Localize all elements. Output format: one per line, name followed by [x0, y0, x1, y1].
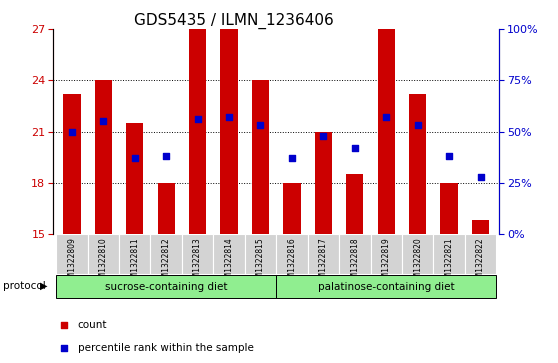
Text: count: count — [78, 321, 107, 330]
Bar — [276, 275, 496, 298]
Text: GSM1322817: GSM1322817 — [319, 237, 328, 288]
Text: GSM1322821: GSM1322821 — [445, 237, 454, 288]
Point — [319, 133, 328, 139]
Bar — [252, 80, 269, 234]
Text: GSM1322813: GSM1322813 — [193, 237, 202, 288]
Bar — [409, 94, 426, 234]
Bar — [63, 94, 80, 234]
Text: GSM1322818: GSM1322818 — [350, 237, 359, 288]
Bar — [339, 234, 371, 274]
Point — [99, 118, 108, 124]
Text: GSM1322822: GSM1322822 — [476, 237, 485, 288]
Text: palatinose-containing diet: palatinose-containing diet — [318, 282, 455, 292]
Bar — [126, 123, 143, 234]
Text: GSM1322820: GSM1322820 — [413, 237, 422, 288]
Bar — [245, 234, 276, 274]
Bar — [378, 29, 395, 234]
Point — [193, 117, 202, 122]
Bar — [276, 234, 307, 274]
Point — [162, 153, 171, 159]
Text: GSM1322812: GSM1322812 — [162, 237, 171, 288]
Bar — [315, 132, 332, 234]
Point — [287, 155, 296, 161]
Bar — [157, 183, 175, 234]
Text: ▶: ▶ — [40, 281, 47, 291]
Text: GSM1322814: GSM1322814 — [224, 237, 234, 288]
Point — [373, 226, 382, 232]
Bar — [440, 183, 458, 234]
Point — [382, 114, 391, 120]
Text: GDS5435 / ILMN_1236406: GDS5435 / ILMN_1236406 — [134, 13, 334, 29]
Text: GSM1322816: GSM1322816 — [287, 237, 296, 288]
Bar — [472, 220, 489, 234]
Bar — [283, 183, 301, 234]
Bar — [220, 29, 238, 234]
Bar — [189, 29, 206, 234]
Point — [224, 114, 233, 120]
Bar — [346, 174, 363, 234]
Bar — [402, 234, 434, 274]
Bar — [434, 234, 465, 274]
Point — [130, 155, 139, 161]
Bar — [465, 234, 496, 274]
Point — [413, 123, 422, 129]
Text: GSM1322815: GSM1322815 — [256, 237, 265, 288]
Text: sucrose-containing diet: sucrose-containing diet — [105, 282, 228, 292]
Point — [445, 153, 454, 159]
Bar — [56, 275, 276, 298]
Bar — [151, 234, 182, 274]
Bar — [213, 234, 245, 274]
Point — [476, 174, 485, 180]
Bar — [371, 234, 402, 274]
Text: GSM1322809: GSM1322809 — [68, 237, 76, 288]
Text: GSM1322819: GSM1322819 — [382, 237, 391, 288]
Bar — [88, 234, 119, 274]
Bar — [95, 80, 112, 234]
Bar — [182, 234, 213, 274]
Text: percentile rank within the sample: percentile rank within the sample — [78, 343, 253, 352]
Bar — [119, 234, 151, 274]
Text: GSM1322810: GSM1322810 — [99, 237, 108, 288]
Bar — [56, 234, 88, 274]
Point — [68, 129, 76, 135]
Point — [350, 145, 359, 151]
Point — [256, 123, 265, 129]
Text: protocol: protocol — [3, 281, 46, 291]
Point — [373, 24, 382, 30]
Text: GSM1322811: GSM1322811 — [130, 237, 140, 288]
Bar — [307, 234, 339, 274]
